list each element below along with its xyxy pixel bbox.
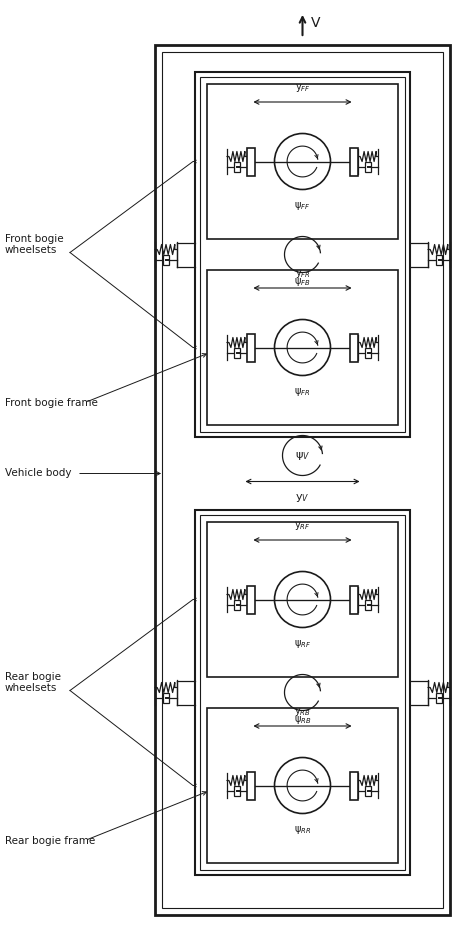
Bar <box>163 255 169 264</box>
Bar <box>207 522 398 677</box>
Bar <box>200 515 405 870</box>
Bar <box>207 270 398 425</box>
Text: Rear bogie
wheelsets: Rear bogie wheelsets <box>5 672 61 693</box>
Text: Vehicle body: Vehicle body <box>5 468 71 479</box>
Bar <box>365 347 371 357</box>
Text: ψ$_{V}$: ψ$_{V}$ <box>295 450 310 462</box>
Bar <box>350 586 358 614</box>
Bar <box>247 586 255 614</box>
Bar <box>247 772 255 800</box>
Bar <box>195 72 410 437</box>
Text: y$_{RB}$: y$_{RB}$ <box>294 706 311 718</box>
Bar <box>247 147 255 175</box>
Text: V: V <box>311 16 320 30</box>
Bar <box>365 600 371 609</box>
Bar <box>234 161 240 172</box>
Bar <box>350 772 358 800</box>
Text: Front bogie
wheelsets: Front bogie wheelsets <box>5 233 63 256</box>
Bar <box>234 347 240 357</box>
Text: ψ$_{FR}$: ψ$_{FR}$ <box>294 385 311 397</box>
Bar <box>155 45 450 915</box>
Text: ψ$_{RF}$: ψ$_{RF}$ <box>294 637 311 649</box>
Text: y$_{RF}$: y$_{RF}$ <box>294 520 311 532</box>
Bar <box>350 333 358 361</box>
Text: y$_{FR}$: y$_{FR}$ <box>295 268 310 280</box>
Bar <box>163 692 169 703</box>
Bar <box>247 333 255 361</box>
Bar <box>200 77 405 432</box>
Text: Front bogie frame: Front bogie frame <box>5 397 98 408</box>
Bar <box>234 600 240 609</box>
Bar <box>350 147 358 175</box>
Bar <box>162 52 443 908</box>
Bar <box>207 84 398 239</box>
Text: ψ$_{RB}$: ψ$_{RB}$ <box>294 715 311 727</box>
Text: ψ$_{FF}$: ψ$_{FF}$ <box>294 200 311 212</box>
Text: ψ$_{FB}$: ψ$_{FB}$ <box>294 276 311 288</box>
Bar <box>234 786 240 796</box>
Bar <box>365 786 371 796</box>
Text: ψ$_{RR}$: ψ$_{RR}$ <box>294 824 311 835</box>
Bar <box>195 510 410 875</box>
Text: y$_{FF}$: y$_{FF}$ <box>295 82 310 94</box>
Text: Rear bogie frame: Rear bogie frame <box>5 835 95 845</box>
Bar <box>436 255 442 264</box>
Bar <box>365 161 371 172</box>
Bar <box>207 708 398 863</box>
Text: y$_{V}$: y$_{V}$ <box>295 492 310 504</box>
Bar <box>436 692 442 703</box>
